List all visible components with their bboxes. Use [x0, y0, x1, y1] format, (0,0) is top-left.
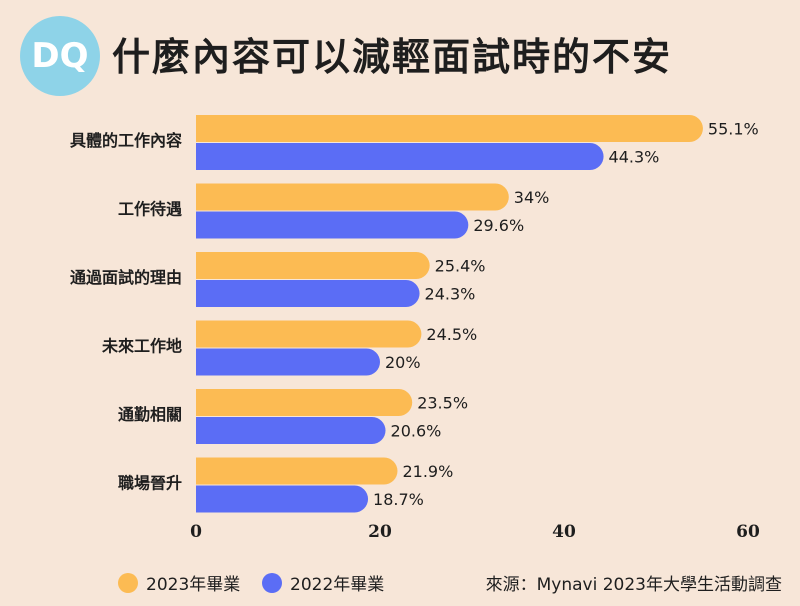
legend-label-2022: 2022年畢業 [290, 575, 385, 595]
legend-swatch-2023 [118, 572, 138, 593]
category-label: 工作待遇 [118, 200, 182, 219]
x-tick-label: 20 [368, 522, 392, 542]
data-label: 23.5% [417, 394, 468, 413]
legend-item-2022: 2022年畢業 [262, 570, 384, 595]
bar-2023 [196, 183, 509, 211]
category-label: 職場晉升 [118, 474, 182, 493]
data-label: 20.6% [391, 422, 442, 441]
x-tick-label: 60 [736, 522, 760, 542]
logo-text: DQ [31, 36, 89, 76]
legend-label-2023: 2023年畢業 [146, 575, 241, 595]
bar-2023 [196, 389, 413, 416]
data-label: 44.3% [609, 148, 660, 167]
data-label: 21.9% [402, 462, 453, 481]
category-label: 具體的工作內容 [70, 131, 182, 150]
bar-2022 [196, 348, 380, 376]
category-label: 通過面試的理由 [70, 268, 182, 287]
bar-2023 [196, 115, 703, 142]
dq-logo: DQ [20, 16, 100, 96]
category-label: 未來工作地 [101, 337, 182, 356]
data-label: 55.1% [708, 120, 759, 139]
bar-chart: 具體的工作內容 55.1% 44.3% 工作待遇 34% 29.6% 通過面試的理由 25.4… [70, 115, 760, 542]
bar-2022 [196, 417, 386, 444]
category-label: 通勤相關 [118, 405, 182, 424]
chart-title: 什麼內容可以減輕面試時的不安 [112, 34, 673, 79]
bar-2022 [196, 143, 604, 170]
legend-swatch-2022 [262, 572, 282, 593]
bar-2022 [196, 211, 469, 239]
data-label: 25.4% [435, 257, 486, 276]
legend: 2023年畢業 2022年畢業 來源：Mynavi 2023年大學生活動調查 [0, 566, 800, 596]
bar-2023 [196, 457, 398, 485]
bar-2023 [196, 252, 430, 279]
data-label: 29.6% [473, 216, 524, 235]
data-label: 20% [385, 353, 421, 372]
data-label: 18.7% [373, 490, 424, 509]
bar-2023 [196, 320, 422, 348]
x-tick-label: 0 [190, 522, 202, 542]
bar-2022 [196, 280, 420, 307]
data-label: 24.3% [425, 285, 476, 304]
bar-2022 [196, 485, 369, 513]
legend-item-2023: 2023年畢業 [118, 570, 240, 595]
data-label: 34% [514, 188, 550, 207]
source-note: 來源：Mynavi 2023年大學生活動調查 [485, 575, 782, 595]
data-label: 24.5% [426, 325, 477, 344]
x-tick-label: 40 [552, 522, 576, 542]
